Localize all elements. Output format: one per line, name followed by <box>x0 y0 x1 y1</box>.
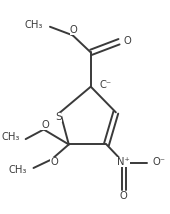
Text: S: S <box>55 112 62 122</box>
Text: C⁻: C⁻ <box>99 80 112 90</box>
Text: CH₃: CH₃ <box>24 20 43 30</box>
Text: CH₃: CH₃ <box>1 132 19 142</box>
Text: O: O <box>120 191 128 201</box>
Text: O⁻: O⁻ <box>153 157 166 166</box>
Text: O: O <box>50 157 58 166</box>
Text: O: O <box>124 36 131 46</box>
Text: CH₃: CH₃ <box>9 165 27 175</box>
Text: O: O <box>41 120 49 130</box>
Text: O: O <box>70 25 77 35</box>
Text: N⁺: N⁺ <box>117 157 130 166</box>
